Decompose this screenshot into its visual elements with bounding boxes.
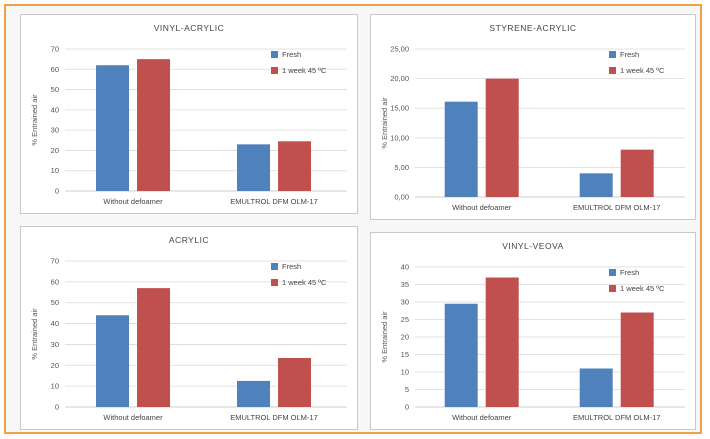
y-tick-label: 40 bbox=[51, 319, 59, 328]
y-tick-label: 20,00 bbox=[390, 74, 409, 83]
y-tick-label: 5,00 bbox=[394, 163, 409, 172]
legend-swatch bbox=[271, 263, 278, 270]
y-tick-label: 60 bbox=[51, 277, 59, 286]
legend-entry: 1 week 45 ºC bbox=[282, 66, 327, 75]
legend-swatch bbox=[609, 285, 616, 292]
y-tick-label: 10 bbox=[401, 368, 409, 377]
legend-swatch bbox=[271, 67, 278, 74]
legend-entry: 1 week 45 ºC bbox=[282, 278, 327, 287]
y-axis-label: % Entrained air bbox=[30, 94, 39, 146]
y-tick-label: 30 bbox=[51, 340, 59, 349]
bar-aged bbox=[278, 357, 312, 407]
x-category-label: Without defoamer bbox=[452, 203, 512, 212]
bar-fresh bbox=[237, 380, 271, 407]
y-tick-label: 0 bbox=[55, 403, 59, 412]
x-category-label: Without defoamer bbox=[103, 413, 163, 422]
x-category-label: EMULTROL DFM OLM-17 bbox=[230, 197, 318, 206]
legend-swatch bbox=[609, 51, 616, 58]
legend-entry: 1 week 45 ºC bbox=[620, 66, 665, 75]
y-tick-label: 50 bbox=[51, 85, 59, 94]
y-tick-label: 35 bbox=[401, 280, 409, 289]
chart-svg: VINYL-VEOVA % Entrained air 0 5 10 15 20 25 30 35… bbox=[380, 241, 685, 422]
figure-frame: VINYL-ACRYLIC% Entrained air 0 10 20 30 40 50 6… bbox=[4, 4, 702, 434]
x-category-label: EMULTROL DFM OLM-17 bbox=[230, 413, 318, 422]
bar-fresh bbox=[96, 315, 130, 407]
chart-title: VINYL-VEOVA bbox=[502, 241, 564, 251]
y-tick-label: 0 bbox=[55, 187, 59, 196]
legend-swatch bbox=[609, 269, 616, 276]
y-tick-label: 10 bbox=[51, 382, 59, 391]
y-tick-label: 25 bbox=[401, 315, 409, 324]
y-tick-label: 20 bbox=[51, 361, 59, 370]
bar-fresh bbox=[444, 101, 478, 197]
chart-panel-styrene-acrylic: STYRENE-ACRYLIC % Entrained air 0,00 5,00 10… bbox=[370, 14, 696, 220]
chart-svg: ACRYLIC % Entrained air 0 10 20 30 40 50 60 70 Wit… bbox=[30, 235, 347, 422]
legend-entry: Fresh bbox=[282, 262, 301, 271]
bar-aged bbox=[620, 149, 654, 197]
y-tick-label: 15 bbox=[401, 350, 409, 359]
bar-fresh bbox=[237, 144, 271, 191]
y-axis-label: % Entrained air bbox=[380, 311, 389, 363]
bar-aged bbox=[137, 59, 171, 192]
y-tick-label: 50 bbox=[51, 298, 59, 307]
x-category-label: EMULTROL DFM OLM-17 bbox=[573, 203, 661, 212]
x-category-label: Without defoamer bbox=[103, 197, 163, 206]
bar-aged bbox=[278, 141, 312, 191]
bar-aged bbox=[137, 288, 171, 407]
y-tick-label: 25,00 bbox=[390, 45, 409, 54]
chart-title: VINYL-ACRYLIC bbox=[154, 23, 225, 33]
y-tick-label: 70 bbox=[51, 257, 59, 266]
y-tick-label: 5 bbox=[405, 385, 409, 394]
y-tick-label: 60 bbox=[51, 65, 59, 74]
y-tick-label: 40 bbox=[401, 263, 409, 272]
legend-swatch bbox=[271, 51, 278, 58]
bar-fresh bbox=[96, 65, 130, 191]
chart-panel-vinyl-veova: VINYL-VEOVA % Entrained air 0 5 10 15 20 25 30 35… bbox=[370, 232, 696, 430]
bar-fresh bbox=[444, 303, 478, 407]
chart-title: ACRYLIC bbox=[169, 235, 209, 245]
y-tick-label: 10,00 bbox=[390, 133, 409, 142]
y-tick-label: 20 bbox=[401, 333, 409, 342]
y-axis-label: % Entrained air bbox=[30, 308, 39, 360]
y-tick-label: 30 bbox=[51, 126, 59, 135]
y-tick-label: 40 bbox=[51, 105, 59, 114]
y-tick-label: 0,00 bbox=[394, 193, 409, 202]
chart-svg: STYRENE-ACRYLIC % Entrained air 0,00 5,00 10… bbox=[380, 23, 685, 212]
x-category-label: EMULTROL DFM OLM-17 bbox=[573, 413, 661, 422]
y-axis-label: % Entrained air bbox=[380, 97, 389, 149]
legend-entry: Fresh bbox=[282, 50, 301, 59]
bar-aged bbox=[620, 312, 654, 407]
y-tick-label: 20 bbox=[51, 146, 59, 155]
legend-entry: 1 week 45 ºC bbox=[620, 284, 665, 293]
chart-panel-vinyl-acrylic: VINYL-ACRYLIC % Entrained air 0 10 20 30 40 50 6… bbox=[20, 14, 358, 214]
legend-swatch bbox=[271, 279, 278, 286]
chart-svg: VINYL-ACRYLIC % Entrained air 0 10 20 30 40 50 6… bbox=[30, 23, 347, 206]
x-category-label: Without defoamer bbox=[452, 413, 512, 422]
y-tick-label: 15,00 bbox=[390, 104, 409, 113]
bar-aged bbox=[485, 277, 519, 407]
bar-fresh bbox=[579, 368, 613, 407]
legend-swatch bbox=[609, 67, 616, 74]
chart-title: STYRENE-ACRYLIC bbox=[489, 23, 576, 33]
y-tick-label: 0 bbox=[405, 403, 409, 412]
chart-panel-acrylic: ACRYLIC % Entrained air 0 10 20 30 40 50 60 70 Wit… bbox=[20, 226, 358, 430]
bar-fresh bbox=[579, 173, 613, 197]
y-tick-label: 30 bbox=[401, 298, 409, 307]
y-tick-label: 70 bbox=[51, 45, 59, 54]
legend-entry: Fresh bbox=[620, 268, 639, 277]
legend-entry: Fresh bbox=[620, 50, 639, 59]
y-tick-label: 10 bbox=[51, 166, 59, 175]
bar-aged bbox=[485, 78, 519, 197]
